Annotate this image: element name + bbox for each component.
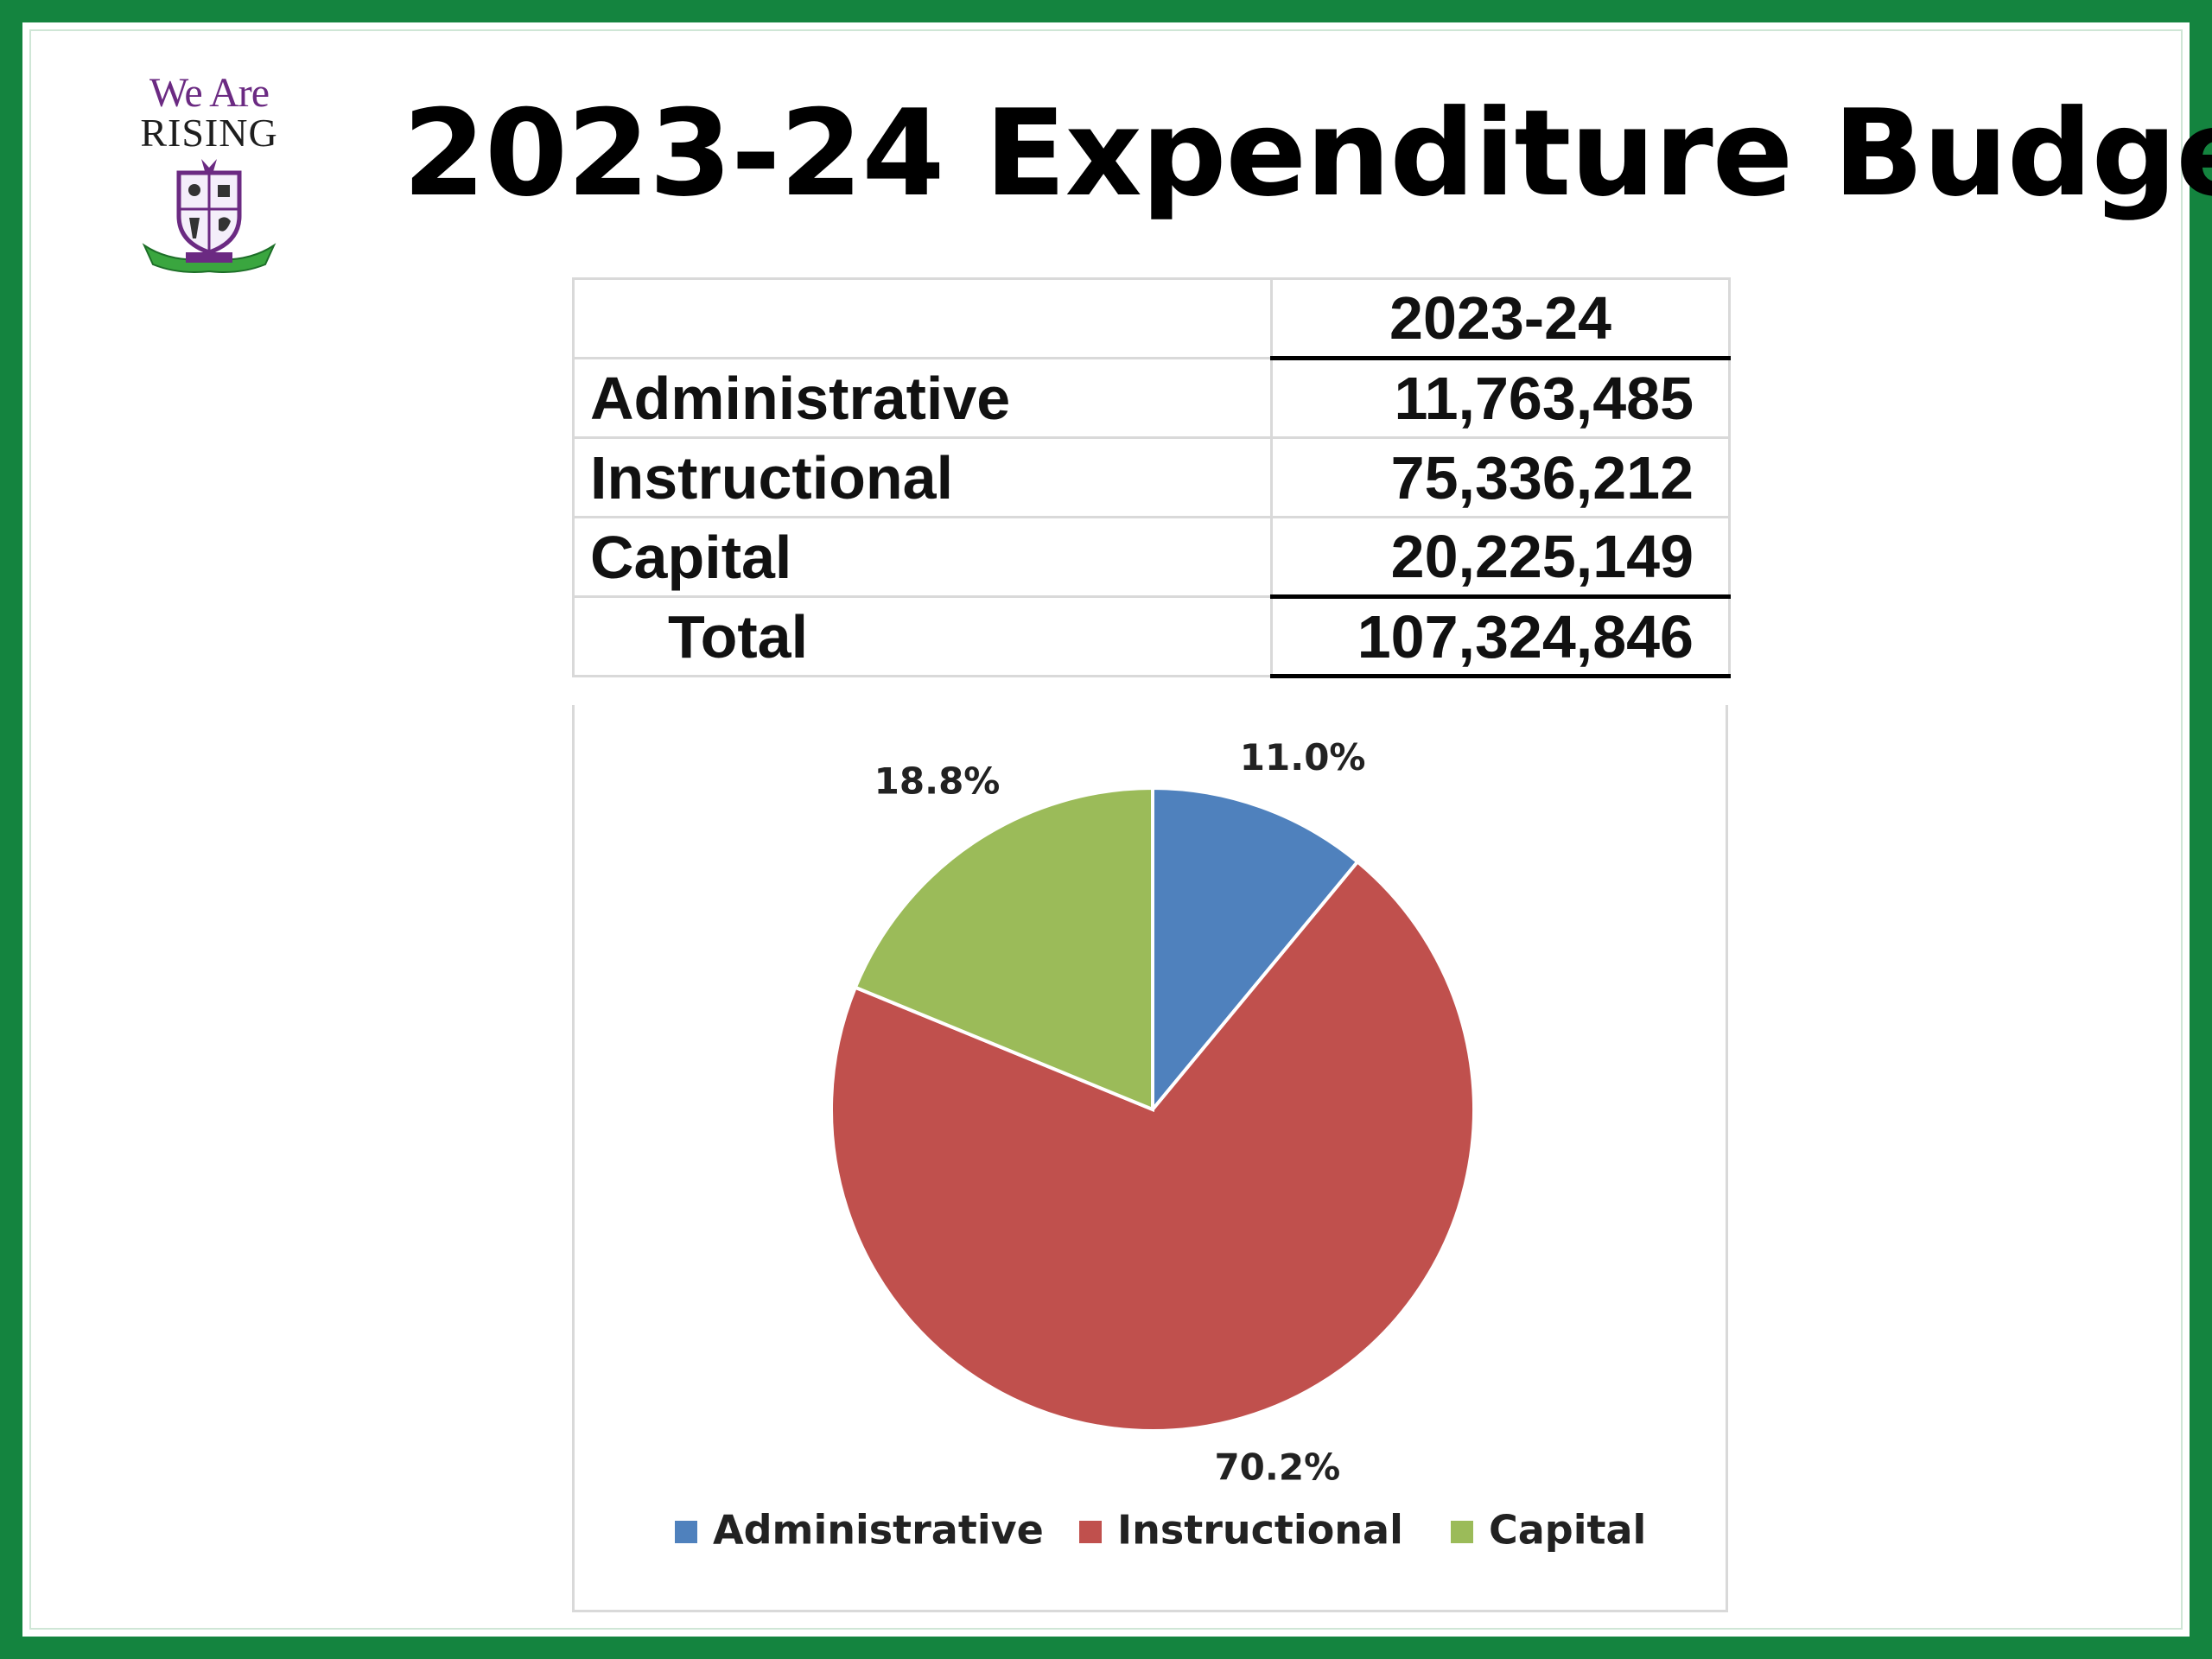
data-label-instructional: 70.2% xyxy=(1214,1446,1340,1489)
legend-label-capital: Capital xyxy=(1489,1507,1646,1554)
pie-slice-administrative xyxy=(1151,785,1360,1115)
row-label-instructional: Instructional xyxy=(572,436,1273,518)
district-logo: We Are RISING xyxy=(124,73,294,280)
table-header-year: 2023-24 xyxy=(1270,277,1731,360)
table-header-row: 2023-24 xyxy=(572,277,1731,360)
data-label-capital: 18.8% xyxy=(874,760,1001,802)
pie-chart: 11.0% 70.2% 18.8% Administrative Instruction… xyxy=(675,736,1646,1554)
crest-icon xyxy=(142,159,276,273)
budget-table: 2023-24 Administrative 11,763,485 Instru… xyxy=(572,277,1731,678)
row-value-capital: 20,225,149 xyxy=(1270,516,1731,599)
legend-swatch-administrative xyxy=(675,1521,697,1543)
pie-chart-container: 11.0% 70.2% 18.8% Administrative Instruction… xyxy=(572,705,1728,1612)
row-label-administrative: Administrative xyxy=(572,357,1273,439)
logo-text-line2: RISING xyxy=(140,111,278,155)
row-value-instructional: 75,336,212 xyxy=(1270,436,1731,518)
page-title: 2023-24 Expenditure Budget xyxy=(403,84,2212,223)
legend-swatch-instructional xyxy=(1079,1521,1102,1543)
table-row: Instructional 75,336,212 xyxy=(572,436,1731,518)
row-value-administrative: 11,763,485 xyxy=(1270,357,1731,439)
table-header-blank xyxy=(572,277,1273,359)
data-label-administrative: 11.0% xyxy=(1240,736,1366,779)
total-value: 107,324,846 xyxy=(1270,595,1731,678)
logo-text-line1: We Are xyxy=(149,70,270,116)
pie-slice-instructional xyxy=(830,859,1476,1433)
legend-swatch-capital xyxy=(1451,1521,1473,1543)
total-label: Total xyxy=(572,595,1273,677)
table-row: Administrative 11,763,485 xyxy=(572,357,1731,439)
legend-label-instructional: Instructional xyxy=(1117,1507,1403,1554)
row-label-capital: Capital xyxy=(572,516,1273,598)
legend-label-administrative: Administrative xyxy=(713,1507,1044,1554)
table-row: Capital 20,225,149 xyxy=(572,516,1731,599)
pie-slice-capital xyxy=(853,785,1154,1112)
table-total-row: Total 107,324,846 xyxy=(572,595,1731,678)
